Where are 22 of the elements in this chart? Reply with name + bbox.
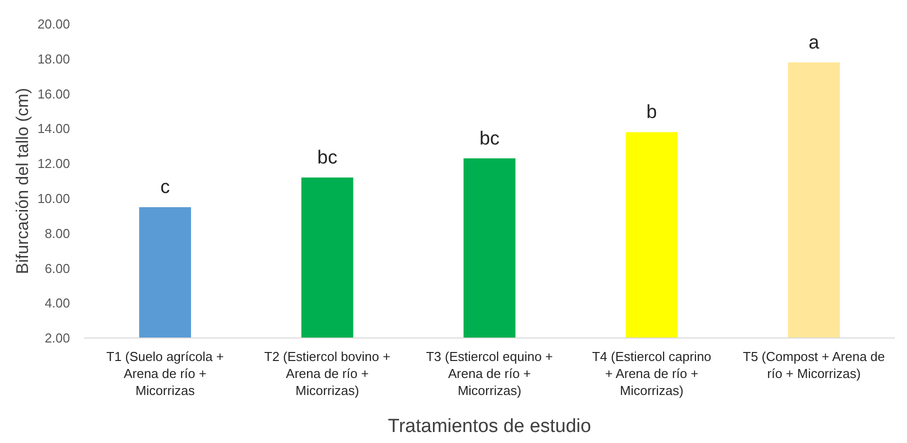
- annotation: bc: [479, 128, 500, 150]
- x-tick-label: T3 (Estiercol equino + Arena de río + Micorrizas): [426, 349, 553, 398]
- annotation: a: [808, 32, 820, 54]
- x-tick-label: T2 (Estiercol bovino + Arena de río + Micorrizas): [264, 349, 390, 398]
- y-tick-label: 4.00: [44, 296, 70, 311]
- y-axis-title: Bifurcación del tallo (cm): [13, 88, 32, 274]
- annotation: bc: [317, 148, 338, 169]
- y-tick-label: 8.00: [44, 226, 70, 241]
- x-axis-title: Tratamientos de estudio: [388, 416, 592, 437]
- y-tick-label: 6.00: [44, 260, 70, 276]
- y-tick-label: 18.00: [37, 51, 70, 66]
- y-tick-label: 20.00: [37, 16, 70, 32]
- annotation: b: [646, 102, 657, 124]
- y-tick-label: 14.00: [37, 121, 70, 136]
- y-tick-label: 2.00: [44, 330, 70, 346]
- y-tick-label: 12.00: [37, 156, 70, 172]
- x-tick-label: T1 (Suelo agrícola + Arena de río + Micorrizas: [106, 349, 224, 398]
- y-tick-label: 10.00: [37, 190, 70, 206]
- y-tick-label: 16.00: [37, 86, 70, 102]
- x-tick-label: T4 (Estiercol caprino + Arena de río + Micorrizas): [592, 349, 712, 398]
- x-tick-label: T5 (Compost + Arena de río + Micorrizas): [742, 349, 885, 381]
- annotation: c: [160, 177, 170, 198]
